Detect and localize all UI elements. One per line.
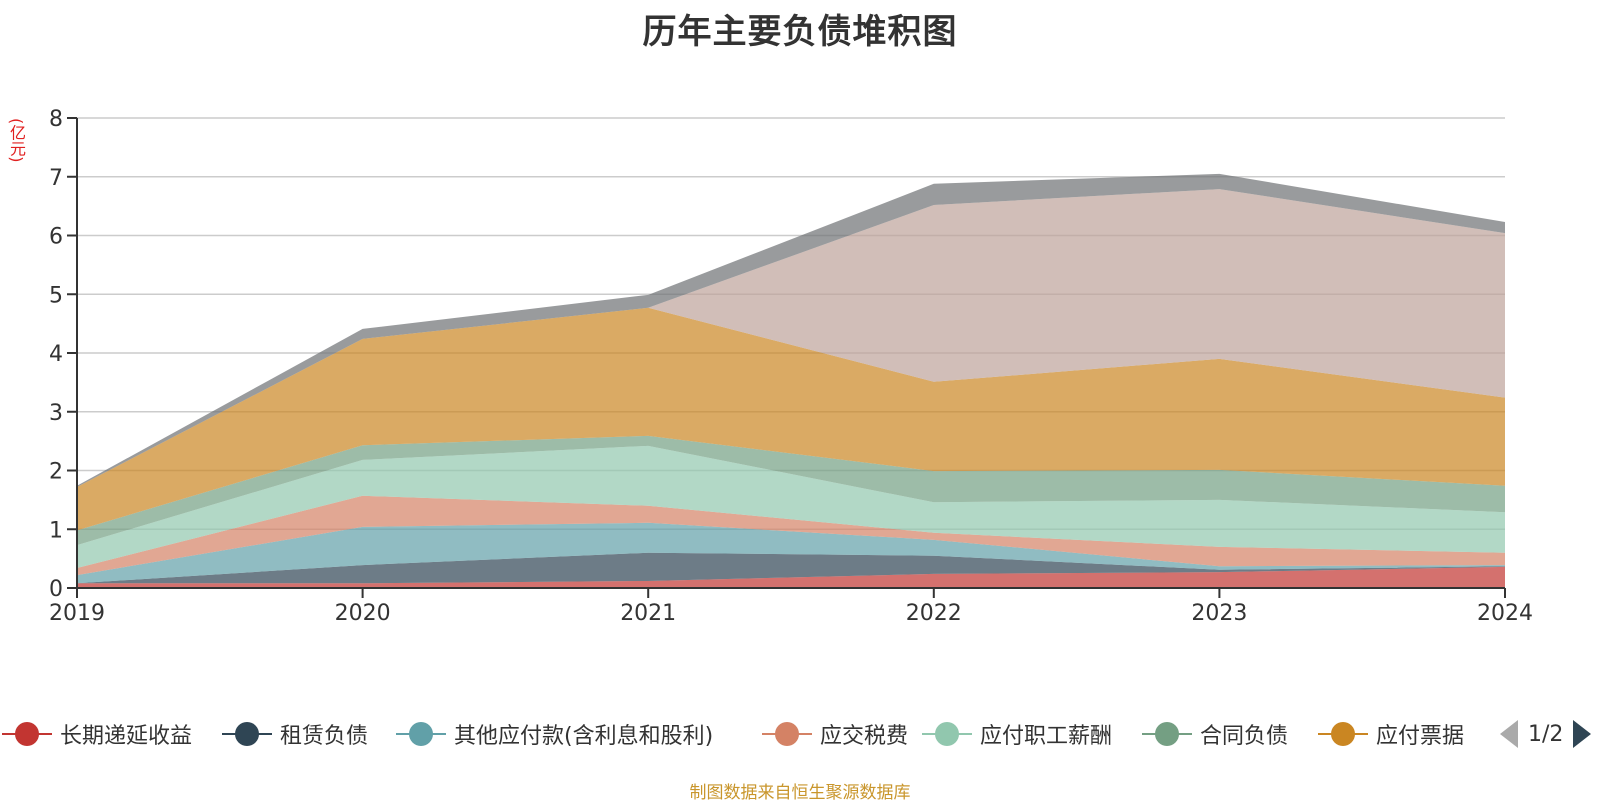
legend-next-page-button[interactable]: [1573, 720, 1592, 748]
area-series-3[interactable]: [77, 495, 1505, 576]
y-tick-label: 2: [49, 460, 63, 485]
y-axis-unit-label: (亿元): [7, 118, 26, 163]
area-series: [77, 173, 1505, 588]
y-tick-label: 8: [49, 107, 63, 132]
chart-title: 历年主要负债堆积图: [642, 12, 958, 52]
area-series-6[interactable]: [77, 307, 1505, 531]
legend-pager: 1/2: [1500, 716, 1592, 752]
legend-item[interactable]: 长期递延收益: [2, 716, 192, 752]
legend-label: 租赁负债: [280, 724, 369, 749]
legend-label: 应付职工薪酬: [980, 724, 1113, 749]
area-series-7[interactable]: [77, 189, 1505, 487]
legend-label: 长期递延收益: [60, 724, 193, 749]
x-tick-label: 2024: [1477, 601, 1533, 626]
legend-items: 长期递延收益 租赁负债 其他应付款(含利息和股利) 应交税费 应付职工薪酬 合同负债 应付票…: [0, 716, 1480, 752]
legend-label: 合同负债: [1200, 724, 1289, 749]
x-tick-label: 2022: [906, 601, 962, 626]
y-tick-label: 7: [49, 166, 63, 191]
legend-label: 其他应付款(含利息和股利): [454, 724, 714, 749]
y-tick-label: 0: [49, 577, 63, 602]
legend-marker-icon: [396, 721, 446, 747]
legend-marker-icon: [1318, 721, 1368, 747]
legend-page-indicator: 1/2: [1528, 721, 1564, 747]
area-series-0[interactable]: [77, 566, 1505, 588]
legend-item[interactable]: 应付票据: [1318, 716, 1464, 752]
legend-label: 应交税费: [820, 724, 909, 749]
legend-label: 应付票据: [1376, 724, 1465, 749]
x-tick-label: 2021: [620, 601, 676, 626]
axes: 0 1 2 3 4 5 6 7 8 2019 2020 2021 2022 2023 2024: [49, 107, 1533, 626]
y-tick-label: 5: [49, 283, 63, 308]
legend: 长期递延收益 租赁负债 其他应付款(含利息和股利) 应交税费 应付职工薪酬 合同负债 应付票…: [0, 716, 1600, 752]
legend-marker-icon: [922, 721, 972, 747]
legend-item[interactable]: 其他应付款(含利息和股利): [396, 716, 713, 752]
area-series-8[interactable]: [77, 173, 1505, 487]
area-series-5[interactable]: [77, 435, 1505, 546]
legend-marker-icon: [222, 721, 272, 747]
y-tick-label: 3: [49, 401, 63, 426]
legend-item[interactable]: 应交税费: [762, 716, 908, 752]
area-series-1[interactable]: [77, 552, 1505, 584]
x-tick-label: 2019: [49, 601, 105, 626]
y-tick-label: 1: [49, 518, 63, 543]
stacked-area-chart: 0 1 2 3 4 5 6 7 8 2019 2020 2021 2022 2023 2024: [49, 107, 1533, 626]
legend-item[interactable]: 租赁负债: [222, 716, 368, 752]
legend-marker-icon: [762, 721, 812, 747]
y-tick-label: 4: [49, 342, 63, 367]
legend-marker-icon: [2, 721, 52, 747]
x-tick-label: 2020: [335, 601, 391, 626]
legend-item[interactable]: 合同负债: [1142, 716, 1288, 752]
x-tick-label: 2023: [1191, 601, 1247, 626]
source-note: 制图数据来自恒生聚源数据库: [689, 783, 911, 803]
area-series-4[interactable]: [77, 445, 1505, 569]
legend-prev-page-button[interactable]: [1500, 720, 1518, 748]
area-series-2[interactable]: [77, 522, 1505, 584]
legend-marker-icon: [1142, 721, 1192, 747]
y-tick-label: 6: [49, 225, 63, 250]
legend-item[interactable]: 应付职工薪酬: [922, 716, 1112, 752]
